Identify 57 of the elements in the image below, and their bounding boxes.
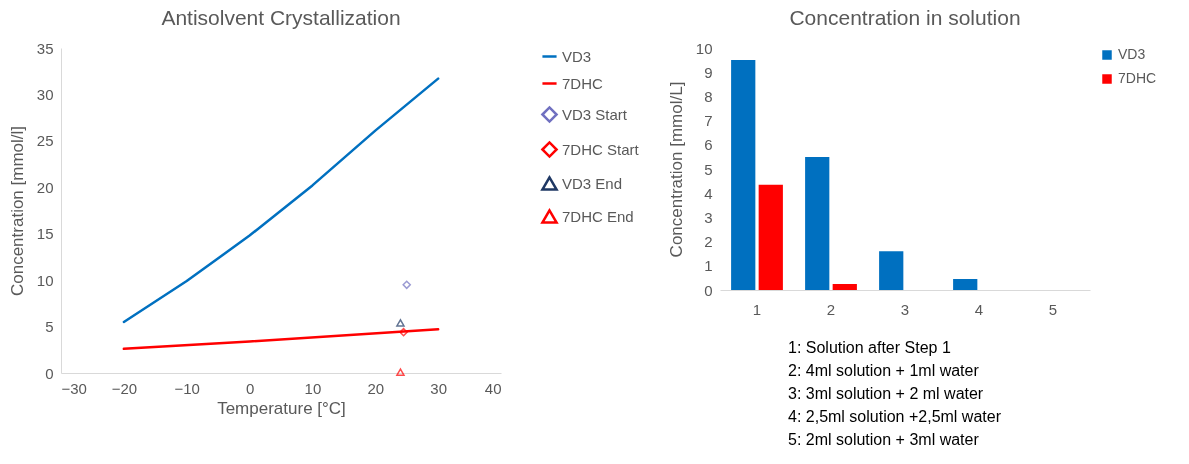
- bar: [731, 60, 756, 290]
- x-tick-label: 0: [245, 379, 255, 397]
- x-tick-label: 40: [484, 379, 502, 397]
- y-tick-label: 20: [36, 178, 54, 196]
- y-axis-title: Concentration [mmol/L]: [666, 81, 686, 258]
- x-tick-label: 30: [430, 379, 447, 397]
- x-tick-label: 5: [1048, 300, 1058, 318]
- text: 2: 4ml solution + 1ml water: [788, 362, 980, 379]
- y-tick-label: 35: [36, 39, 54, 57]
- x-tick-label: 10: [304, 379, 322, 397]
- line-series: [122, 77, 440, 324]
- legend-label: VD3: [1118, 46, 1146, 62]
- y-tick-label: 4: [704, 184, 713, 202]
- text: 3: 3ml solution + 2 ml water: [788, 385, 984, 402]
- x-tick-label: 20: [367, 379, 385, 397]
- x-tick-label: −20: [111, 379, 138, 397]
- chart-title: Antisolvent Crystallization: [161, 6, 401, 29]
- text: 5: 2ml solution + 3ml water: [788, 431, 980, 448]
- y-tick-label: 5: [45, 318, 54, 336]
- legend-label: 7DHC End: [562, 207, 634, 225]
- y-tick-label: 2: [704, 233, 713, 251]
- text: 1: Solution after Step 1: [788, 339, 951, 356]
- y-tick-label: 0: [704, 281, 713, 299]
- legend-label: 7DHC Start: [562, 140, 640, 158]
- y-tick-label: 9: [704, 63, 713, 81]
- legend-label: VD3: [562, 47, 592, 65]
- y-tick-label: 8: [704, 87, 713, 105]
- y-tick-label: 25: [36, 132, 54, 150]
- y-tick-label: 7: [704, 112, 713, 130]
- y-tick-label: 10: [36, 271, 54, 289]
- y-axis-title: Concentration [mmol/l]: [7, 125, 27, 297]
- y-tick-label: 15: [36, 225, 54, 243]
- y-tick-label: 10: [695, 39, 713, 57]
- x-tick-label: 4: [974, 300, 984, 318]
- y-tick-label: 30: [36, 85, 54, 103]
- chart-title: Concentration in solution: [789, 6, 1021, 29]
- x-tick-label: −10: [174, 379, 200, 397]
- y-tick-label: 0: [45, 364, 54, 382]
- x-tick-label: 3: [900, 300, 910, 318]
- y-tick-label: 6: [704, 136, 713, 154]
- text: 4: 2,5ml solution +2,5ml water: [788, 408, 1002, 425]
- x-tick-label: 2: [826, 300, 836, 318]
- y-tick-label: 3: [704, 208, 713, 226]
- x-axis-title: Temperature [°C]: [217, 398, 346, 418]
- bar: [832, 283, 857, 290]
- bar: [758, 184, 783, 290]
- legend-label: 7DHC: [1118, 70, 1157, 86]
- x-tick-label: 1: [752, 300, 762, 318]
- bar: [879, 251, 904, 290]
- bar: [953, 279, 978, 290]
- legend-label: 7DHC: [562, 74, 604, 92]
- legend-label: VD3 Start: [562, 105, 628, 123]
- y-tick-label: 5: [704, 160, 713, 178]
- legend-label: VD3 End: [562, 174, 623, 192]
- bar: [805, 156, 830, 290]
- y-tick-label: 1: [704, 257, 713, 275]
- x-tick-label: −30: [61, 379, 87, 397]
